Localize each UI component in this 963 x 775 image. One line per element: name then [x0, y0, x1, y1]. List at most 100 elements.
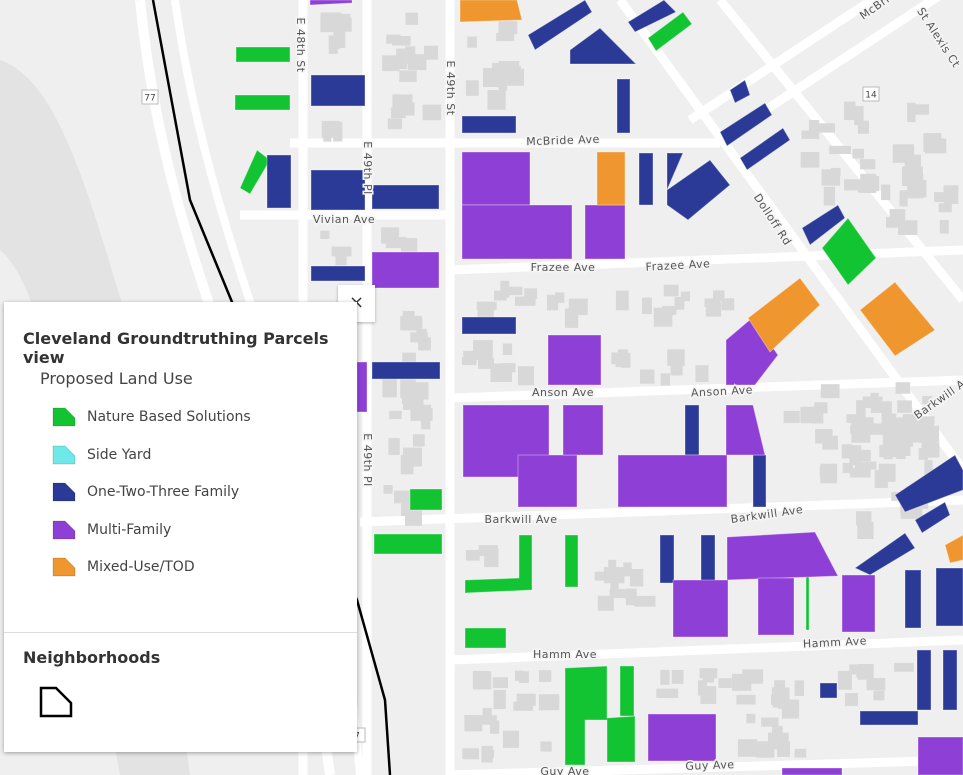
- street-label: E 49th Pl: [361, 141, 374, 194]
- building: [699, 668, 718, 679]
- parcel: [700, 534, 716, 582]
- parcel: [726, 531, 839, 581]
- building: [820, 384, 840, 399]
- building: [923, 437, 934, 448]
- building: [890, 209, 900, 219]
- building: [844, 179, 863, 191]
- building: [680, 291, 690, 302]
- building: [418, 337, 432, 351]
- building: [915, 416, 926, 428]
- parcel: [917, 736, 963, 775]
- building: [870, 392, 879, 404]
- parcel: [672, 579, 729, 638]
- route-shield: [862, 86, 880, 102]
- parcel: [616, 78, 631, 134]
- legend-label: One-Two-Three Family: [87, 484, 240, 500]
- parcel: [527, 0, 593, 51]
- neighborhood-icon: [39, 686, 73, 718]
- building: [899, 190, 908, 207]
- parcel: [627, 0, 677, 33]
- legend-swatch: [52, 482, 76, 502]
- building: [783, 410, 800, 424]
- building: [894, 662, 914, 672]
- building: [910, 154, 921, 172]
- street-label: Guy Ave: [540, 765, 589, 775]
- legend-label: Multi-Family: [87, 521, 172, 538]
- building: [396, 48, 406, 68]
- parcel: [310, 169, 366, 211]
- parcel: [517, 454, 578, 508]
- building: [887, 463, 896, 482]
- building: [382, 55, 400, 72]
- parcel: [584, 204, 626, 260]
- parcel: [638, 152, 654, 206]
- legend-swatch: [52, 520, 76, 539]
- building: [718, 678, 732, 689]
- legend-swatch-box: [52, 407, 76, 427]
- building: [400, 315, 422, 331]
- building: [478, 358, 494, 369]
- building: [939, 220, 949, 234]
- building: [841, 444, 852, 459]
- street-label: Barkwill Ave: [485, 513, 558, 526]
- parcel: [801, 204, 846, 246]
- building: [857, 183, 876, 193]
- building: [794, 748, 807, 758]
- parcel: [373, 533, 443, 555]
- building: [695, 365, 709, 383]
- building: [662, 305, 677, 315]
- building: [392, 36, 411, 46]
- building: [851, 449, 871, 462]
- building: [540, 741, 552, 752]
- street-label: Anson Ave: [532, 386, 594, 399]
- parcel: [841, 574, 876, 633]
- building: [477, 301, 494, 322]
- building: [403, 393, 424, 410]
- legend-section-title: Proposed Land Use: [40, 369, 193, 388]
- parcel: [461, 204, 573, 260]
- building: [829, 145, 851, 155]
- building: [555, 292, 565, 303]
- building: [615, 290, 629, 311]
- building: [320, 230, 330, 240]
- building: [381, 227, 400, 244]
- building: [663, 284, 679, 297]
- parcel: [904, 569, 922, 629]
- building: [742, 669, 764, 684]
- building: [517, 366, 534, 386]
- parcel: [234, 94, 291, 111]
- building: [394, 490, 411, 504]
- parcel: [859, 710, 919, 726]
- building: [508, 286, 523, 296]
- building: [382, 377, 397, 398]
- building: [516, 693, 536, 706]
- building: [849, 468, 871, 478]
- parcel: [752, 454, 767, 508]
- parcel: [781, 767, 843, 775]
- building: [873, 690, 885, 701]
- legend-swatch: [52, 557, 76, 577]
- building: [405, 12, 419, 25]
- building: [854, 106, 864, 126]
- building: [623, 562, 632, 577]
- parcel: [371, 361, 441, 380]
- building: [494, 290, 507, 301]
- parcel: [914, 501, 951, 534]
- building: [821, 169, 841, 186]
- parcel: [942, 649, 958, 711]
- building: [335, 247, 347, 266]
- parcel: [461, 151, 531, 206]
- building: [746, 713, 756, 724]
- building: [320, 12, 342, 33]
- building: [639, 369, 655, 384]
- buildings: [320, 12, 959, 763]
- building: [462, 748, 480, 760]
- parcel: [821, 217, 877, 286]
- parcel: [757, 577, 795, 636]
- building: [484, 548, 499, 568]
- legend-item: Nature Based Solutions: [51, 404, 251, 430]
- street-label: Guy Ave: [685, 758, 735, 773]
- building: [465, 80, 479, 96]
- building: [482, 707, 492, 722]
- parcel: [659, 534, 675, 584]
